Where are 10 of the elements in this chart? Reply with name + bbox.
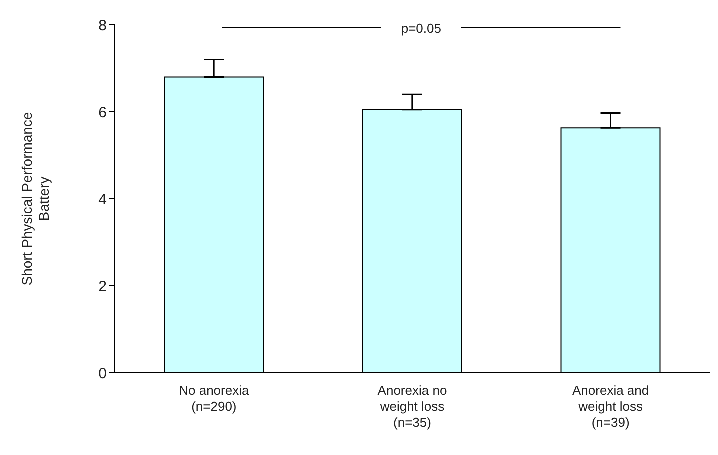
y-tick-label: 2 <box>98 278 107 296</box>
y-tick-label: 4 <box>98 191 107 208</box>
x-tick-label: Anorexia and weight loss (n=39) <box>572 383 650 430</box>
x-tick-label: Anorexia no weight loss (n=35) <box>378 383 448 430</box>
y-tick-label: 6 <box>98 104 107 122</box>
y-tick-label: 0 <box>98 365 107 382</box>
y-tick-label: 8 <box>98 17 107 34</box>
x-tick-label: No anorexia (n=290) <box>179 383 250 414</box>
y-axis-title: Short Physical Performance Battery <box>19 112 52 286</box>
annotation: p=0.05 <box>401 21 442 36</box>
